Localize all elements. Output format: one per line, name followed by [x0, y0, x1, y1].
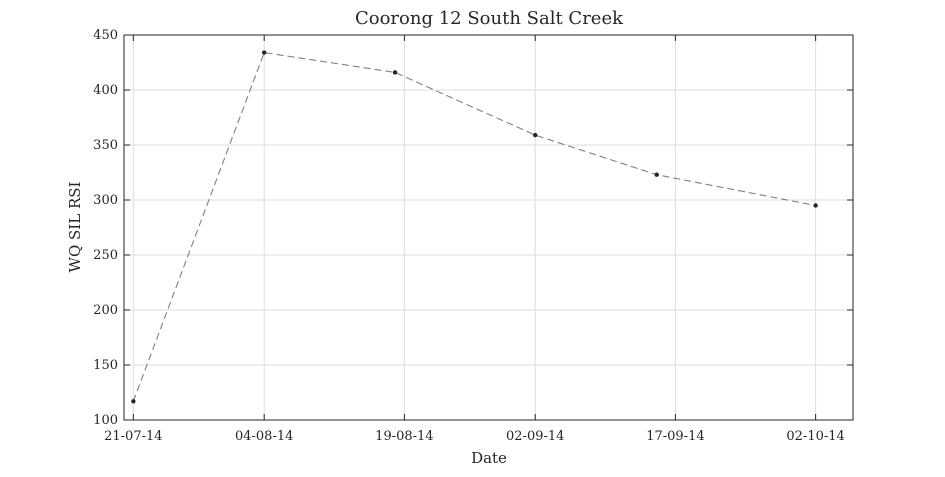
y-tick-label: 150 [93, 358, 118, 373]
x-tick-label: 04-08-14 [235, 429, 293, 444]
x-axis-label: Date [471, 449, 507, 467]
y-tick-label: 350 [93, 138, 118, 153]
series-layer [131, 50, 818, 404]
x-tick-label: 19-08-14 [375, 429, 433, 444]
y-tick-label: 250 [93, 248, 118, 263]
y-axis-ticks: 100 150 200 250 300 350 400 450 [93, 28, 853, 428]
y-tick-label: 400 [93, 83, 118, 98]
data-point [131, 399, 136, 404]
x-axis-ticks: 21-07-14 04-08-14 19-08-14 02-09-14 17-09-14… [104, 35, 845, 444]
data-point [392, 70, 398, 75]
x-tick-label: 02-09-14 [506, 429, 564, 444]
y-tick-label: 200 [93, 303, 118, 318]
x-tick-label: 21-07-14 [104, 429, 162, 444]
series-line [132, 51, 816, 402]
data-point [533, 132, 538, 138]
grid [124, 34, 853, 421]
y-tick-label: 100 [93, 413, 118, 428]
x-tick-label: 02-10-14 [786, 429, 844, 444]
x-tick-label: 17-09-14 [646, 429, 704, 444]
data-point [654, 172, 659, 177]
y-tick-label: 450 [93, 28, 118, 43]
chart-title: Coorong 12 South Salt Creek [355, 8, 624, 29]
data-point [261, 50, 267, 55]
y-axis-label: WQ SIL RSI [66, 181, 84, 272]
plot-area-frame [123, 34, 854, 421]
y-tick-label: 300 [93, 193, 118, 208]
data-point [813, 203, 818, 208]
